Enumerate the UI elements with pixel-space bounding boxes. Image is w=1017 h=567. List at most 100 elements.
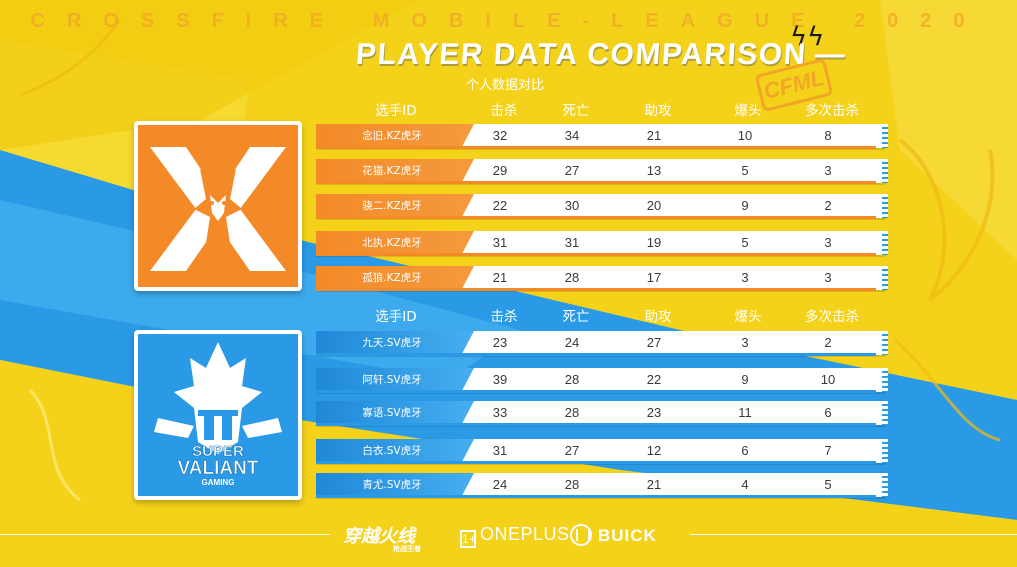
header-deaths: 死亡 (562, 103, 590, 119)
stat-deaths: 24 (564, 335, 580, 350)
stat-deaths: 30 (564, 198, 580, 213)
buick-emblem-icon (570, 524, 592, 546)
player-name: 白衣.SV虎牙 (362, 445, 422, 457)
stat-headshots: 9 (741, 198, 749, 213)
team-logo-sv: SUPER VALIANT GAMING (134, 330, 302, 500)
stat-assists: 22 (646, 372, 662, 387)
buick-logo: BUICK (570, 524, 657, 546)
header-deaths: 死亡 (562, 309, 590, 325)
stat-headshots: 5 (741, 235, 749, 250)
oneplus-mark-icon: 1+ (460, 530, 477, 548)
stat-kills: 31 (492, 235, 508, 250)
stat-multikills: 3 (824, 163, 832, 178)
stat-kills: 32 (492, 128, 508, 143)
stat-deaths: 28 (564, 372, 580, 387)
header-kills: 击杀 (490, 309, 518, 325)
player-row: 寡语.SV虎牙 33 28 23 11 6 (316, 401, 888, 426)
stat-kills: 22 (492, 198, 508, 213)
buick-text: BUICK (598, 526, 657, 545)
kz-stats-header: 选手ID 击杀 死亡 助攻 爆头 多次击杀 (0, 99, 1017, 119)
stat-kills: 24 (492, 477, 508, 492)
stat-assists: 13 (646, 163, 662, 178)
stat-assists: 21 (646, 128, 662, 143)
stat-deaths: 28 (564, 270, 580, 285)
header-assists: 助攻 (644, 309, 672, 325)
stat-deaths: 31 (564, 235, 580, 250)
header-kills: 击杀 (490, 103, 518, 119)
player-row: 孤狼.KZ虎牙 21 28 17 3 3 (316, 266, 888, 291)
stat-kills: 33 (492, 405, 508, 420)
stat-deaths: 27 (564, 163, 580, 178)
stat-kills: 39 (492, 372, 508, 387)
stat-headshots: 9 (741, 372, 749, 387)
page-title: PLAYER DATA COMPARISON — (355, 38, 848, 72)
kz-dragon-logo-icon (150, 147, 286, 271)
sponsor-divider-left (0, 534, 330, 535)
stat-multikills: 10 (820, 372, 836, 387)
stat-headshots: 4 (741, 477, 749, 492)
stat-assists: 20 (646, 198, 662, 213)
league-title: CROSSFIRE MOBILE-LEAGUE 2020 (30, 10, 987, 32)
player-row: 阿轩.SV虎牙 39 28 22 9 10 (316, 368, 888, 393)
header-multikills: 多次击杀 (805, 103, 859, 119)
stat-deaths: 28 (564, 405, 580, 420)
stat-assists: 12 (646, 443, 662, 458)
stat-multikills: 8 (824, 128, 832, 143)
player-name: 孤狼.KZ虎牙 (362, 272, 422, 284)
header-player-id: 选手ID (375, 103, 417, 119)
crossfire-logo-sub: 枪战王者 (393, 546, 421, 553)
stat-multikills: 3 (824, 235, 832, 250)
stat-deaths: 27 (564, 443, 580, 458)
stat-headshots: 11 (738, 405, 752, 420)
player-name: 青尤.SV虎牙 (362, 479, 422, 491)
stat-kills: 29 (492, 163, 508, 178)
stat-assists: 17 (646, 270, 662, 285)
header-multikills: 多次击杀 (805, 309, 859, 325)
stat-assists: 23 (646, 405, 662, 420)
stat-deaths: 34 (564, 128, 580, 143)
player-name: 骁二.KZ虎牙 (362, 200, 422, 212)
stat-headshots: 3 (741, 270, 749, 285)
stat-assists: 21 (646, 477, 662, 492)
player-name: 北执.KZ虎牙 (362, 237, 422, 249)
stat-kills: 31 (492, 443, 508, 458)
player-name: 花猫.KZ虎牙 (362, 165, 422, 177)
page-subtitle: 个人数据对比 (466, 78, 545, 93)
stat-headshots: 10 (737, 128, 753, 143)
sv-logo-line3: GAMING (202, 478, 235, 487)
player-row: 北执.KZ虎牙 31 31 19 5 3 (316, 231, 888, 256)
team-logo-kz (134, 121, 302, 291)
stat-kills: 23 (492, 335, 508, 350)
player-row: 骁二.KZ虎牙 22 30 20 9 2 (316, 194, 888, 219)
stat-kills: 21 (492, 270, 508, 285)
stat-headshots: 3 (741, 335, 749, 350)
oneplus-logo: 1+ ONEPLUS (460, 524, 570, 548)
player-row: 青尤.SV虎牙 24 28 21 4 5 (316, 473, 888, 498)
player-name: 阿轩.SV虎牙 (362, 374, 422, 386)
sv-logo-line1: SUPER (192, 443, 244, 460)
stat-multikills: 2 (824, 198, 832, 213)
stat-headshots: 6 (741, 443, 749, 458)
lightning-bolt-icon: ϟϟ (790, 22, 825, 52)
header-player-id: 选手ID (375, 309, 417, 325)
sv-stats-header: 选手ID 击杀 死亡 助攻 爆头 多次击杀 (0, 305, 1017, 325)
player-row: 念旧.KZ虎牙 32 34 21 10 8 (316, 124, 888, 149)
sv-logo-line2: VALIANT (178, 458, 259, 479)
oneplus-text: ONEPLUS (480, 524, 570, 544)
crossfire-logo: 穿越火线 枪战王者 (343, 522, 421, 554)
stat-assists: 19 (646, 235, 662, 250)
header-assists: 助攻 (644, 103, 672, 119)
stat-assists: 27 (646, 335, 662, 350)
player-name: 九天.SV虎牙 (362, 337, 422, 349)
stat-multikills: 5 (824, 477, 832, 492)
stat-deaths: 28 (564, 477, 580, 492)
stat-multikills: 2 (824, 335, 832, 350)
sponsor-bar: 穿越火线 枪战王者 1+ ONEPLUS BUICK (0, 520, 1017, 553)
player-row: 花猫.KZ虎牙 29 27 13 5 3 (316, 159, 888, 184)
stat-multikills: 6 (824, 405, 832, 420)
super-valiant-gaming-logo-icon: SUPER VALIANT GAMING (154, 342, 282, 487)
stat-multikills: 7 (824, 443, 832, 458)
player-row: 白衣.SV虎牙 31 27 12 6 7 (316, 439, 888, 464)
stat-headshots: 5 (741, 163, 749, 178)
crossfire-logo-text: 穿越火线 (343, 526, 415, 546)
